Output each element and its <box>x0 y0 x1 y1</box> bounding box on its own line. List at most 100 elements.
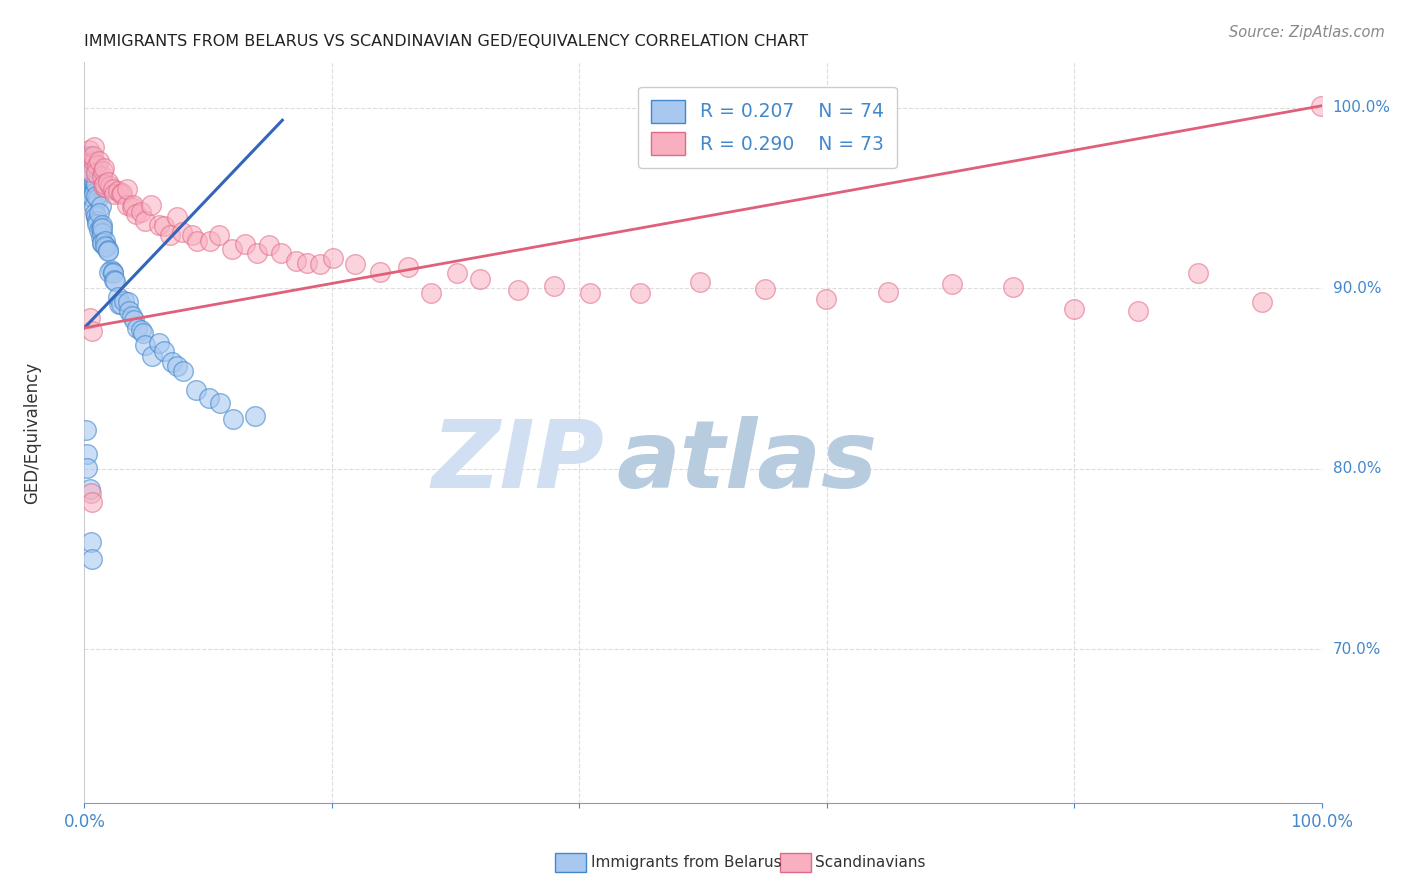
Point <box>83 155 105 169</box>
Point <box>134 338 156 352</box>
Point <box>368 264 391 278</box>
Point <box>80 154 103 169</box>
Point <box>101 265 124 279</box>
Point <box>122 313 145 327</box>
Text: Scandinavians: Scandinavians <box>815 855 927 870</box>
Point <box>76 447 98 461</box>
Point <box>941 277 963 291</box>
Point <box>75 423 97 437</box>
Point <box>628 285 651 300</box>
Point <box>79 482 101 496</box>
Point <box>111 186 134 200</box>
Point <box>76 149 98 163</box>
Point <box>90 218 112 232</box>
Point <box>87 153 110 168</box>
Point <box>186 234 208 248</box>
Point <box>468 271 491 285</box>
Text: GED/Equivalency: GED/Equivalency <box>24 361 41 504</box>
Point <box>94 240 117 254</box>
Point <box>94 239 117 253</box>
Point <box>83 140 105 154</box>
Point <box>84 189 107 203</box>
Point <box>180 228 202 243</box>
Point <box>97 175 120 189</box>
Point <box>84 206 107 220</box>
Point <box>86 158 108 172</box>
Point <box>1187 266 1209 280</box>
Point <box>121 197 143 211</box>
Point <box>76 460 98 475</box>
Point <box>87 206 110 220</box>
Point <box>159 228 181 243</box>
Point <box>107 290 129 304</box>
Point <box>208 396 231 410</box>
Point <box>90 230 112 244</box>
Point <box>91 178 114 193</box>
Point <box>446 266 468 280</box>
Point <box>103 273 125 287</box>
Point <box>172 364 194 378</box>
Point <box>80 486 103 500</box>
Point <box>222 412 245 426</box>
Point <box>108 297 131 311</box>
Point <box>82 552 104 566</box>
Point <box>198 391 221 405</box>
Point <box>148 335 170 350</box>
Point <box>121 200 143 214</box>
Point <box>689 275 711 289</box>
Point <box>257 237 280 252</box>
Point <box>91 235 114 250</box>
Point <box>166 359 188 374</box>
Point <box>814 292 837 306</box>
Point <box>82 149 104 163</box>
Point <box>89 222 111 236</box>
Point <box>94 179 117 194</box>
Point <box>115 181 138 195</box>
Point <box>112 293 135 308</box>
Point <box>100 262 122 277</box>
Point <box>153 344 176 359</box>
Legend: R = 0.207    N = 74, R = 0.290    N = 73: R = 0.207 N = 74, R = 0.290 N = 73 <box>638 87 897 168</box>
Point <box>93 177 115 191</box>
Point <box>166 211 188 225</box>
Point <box>80 189 103 203</box>
Point <box>90 169 112 183</box>
Point <box>79 310 101 325</box>
Point <box>1063 301 1085 316</box>
Point <box>91 236 114 251</box>
Text: ZIP: ZIP <box>432 417 605 508</box>
Point <box>84 166 107 180</box>
Point <box>208 228 231 243</box>
Point <box>125 206 148 220</box>
Point <box>86 177 108 191</box>
Point <box>101 266 124 280</box>
Point <box>79 176 101 190</box>
Point <box>77 149 100 163</box>
Point <box>82 495 104 509</box>
Point <box>80 190 103 204</box>
Point <box>1309 98 1331 112</box>
Point <box>129 205 152 219</box>
Point <box>87 192 110 206</box>
Point <box>754 282 776 296</box>
Point <box>98 265 121 279</box>
Point <box>198 234 221 248</box>
Point <box>86 213 108 227</box>
Point <box>141 349 163 363</box>
Point <box>84 209 107 223</box>
Text: atlas: atlas <box>616 417 877 508</box>
Point <box>80 535 103 549</box>
Point <box>309 257 332 271</box>
Point <box>97 244 120 258</box>
Point <box>141 198 163 212</box>
Point <box>245 409 267 424</box>
Point <box>77 143 100 157</box>
Point <box>100 178 122 193</box>
Point <box>420 285 443 300</box>
Point <box>80 156 103 170</box>
Point <box>83 186 105 201</box>
Point <box>79 169 101 183</box>
Point <box>82 325 104 339</box>
Point <box>93 234 115 248</box>
Point <box>284 254 307 268</box>
